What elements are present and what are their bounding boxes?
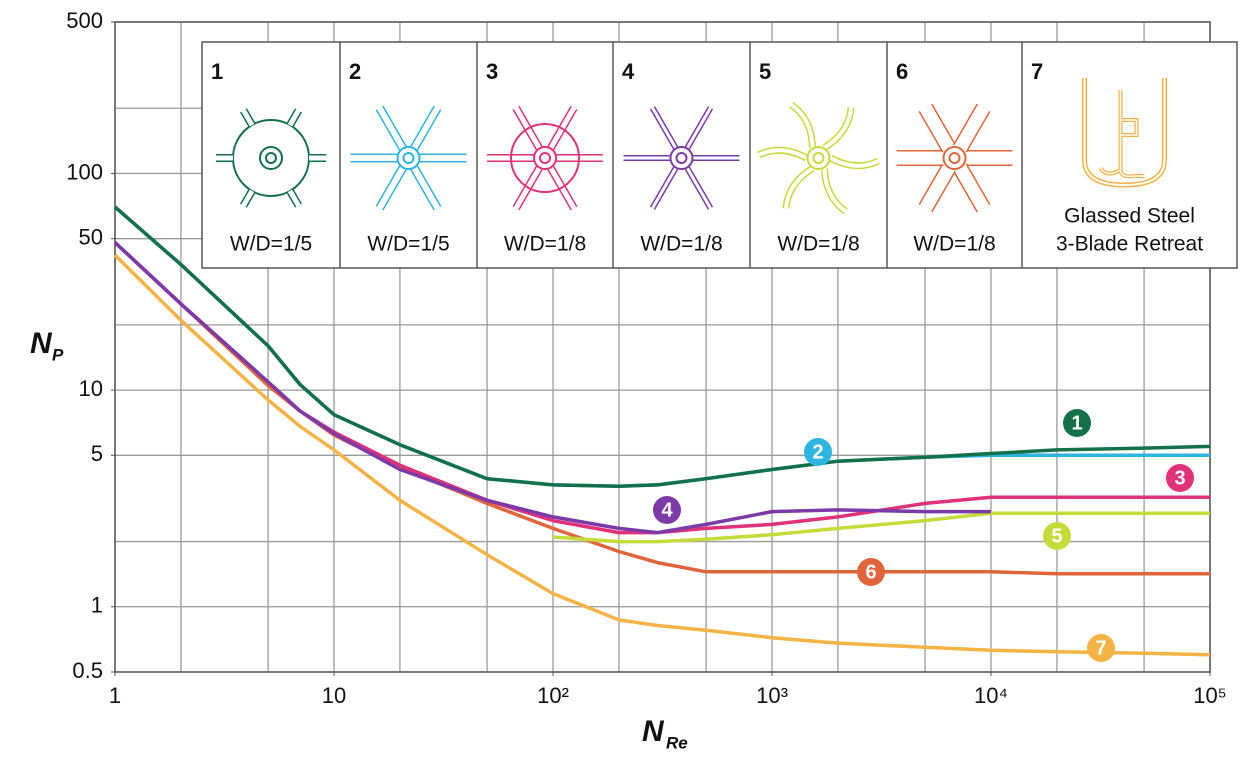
x-axis-label-sub: Re [666, 733, 688, 752]
legend-caption: W/D=1/5 [230, 233, 312, 256]
legend-caption: W/D=1/8 [777, 233, 859, 256]
x-tick-label: 10³ [756, 683, 788, 708]
curve-label: 1 [1071, 412, 1082, 434]
impeller-hub [534, 147, 556, 169]
x-tick-label: 10⁴ [974, 683, 1008, 708]
x-tick-label: 10² [537, 683, 569, 708]
impeller-hub [260, 147, 282, 169]
legend-number: 6 [896, 59, 908, 84]
x-tick-label: 10 [322, 683, 346, 708]
legend-caption: W/D=1/8 [913, 233, 995, 256]
x-tick-label: 1 [109, 683, 121, 708]
page: {"chart_data": { "type": "line", "xlabel… [0, 0, 1243, 759]
y-tick-label: 50 [79, 224, 103, 249]
impeller-hub [398, 147, 420, 169]
y-axis-label-sub: P [52, 345, 64, 364]
y-tick-label: 0.5 [72, 658, 103, 683]
legend-number: 5 [759, 59, 771, 84]
series-line [115, 243, 1210, 533]
y-tick-label: 100 [66, 159, 103, 184]
legend-number: 3 [486, 59, 498, 84]
legend-number: 4 [622, 59, 635, 84]
y-tick-label: 1 [91, 593, 103, 618]
legend-caption: 3-Blade Retreat [1056, 233, 1203, 256]
curve-label: 3 [1174, 467, 1185, 489]
legend-caption: W/D=1/5 [367, 233, 449, 256]
legend-caption: W/D=1/8 [504, 233, 586, 256]
legend-number: 2 [349, 59, 361, 84]
y-axis-label: N [30, 327, 53, 360]
y-tick-label: 5 [91, 441, 103, 466]
chart: N P N Re 0.515105010050011010²10³10⁴10⁵1… [0, 0, 1243, 759]
legend-number: 7 [1031, 59, 1043, 84]
curve-label: 2 [812, 441, 823, 463]
curve-label: 6 [865, 561, 876, 583]
curve-label: 4 [661, 499, 673, 521]
curve-label: 7 [1095, 637, 1106, 659]
y-tick-label: 10 [79, 376, 103, 401]
x-axis-label: N [642, 715, 665, 748]
impeller-hub [808, 147, 830, 169]
impeller-hub [671, 147, 693, 169]
series-line [553, 513, 1210, 541]
legend-caption: W/D=1/8 [640, 233, 722, 256]
y-tick-label: 500 [66, 8, 103, 33]
impeller-hub [944, 147, 966, 169]
legend-caption: Glassed Steel [1064, 205, 1195, 228]
curve-label: 5 [1051, 525, 1062, 547]
x-tick-label: 10⁵ [1193, 683, 1227, 708]
legend-number: 1 [211, 59, 223, 84]
